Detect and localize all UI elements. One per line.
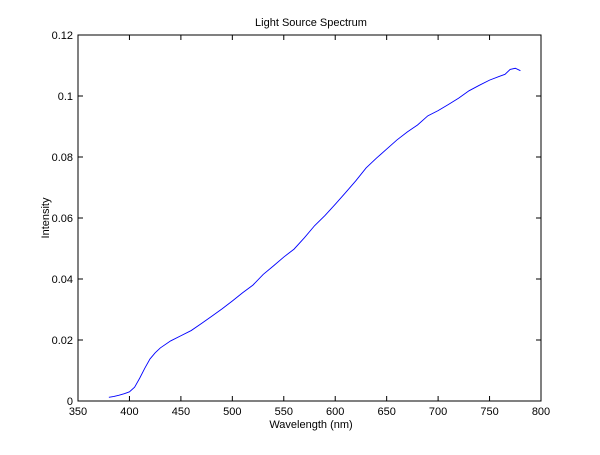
y-tick-label: 0.12 xyxy=(52,30,73,42)
x-tick-label: 800 xyxy=(532,406,550,418)
x-tick-label: 350 xyxy=(69,406,87,418)
x-tick-label: 650 xyxy=(377,406,395,418)
y-tick-label: 0.1 xyxy=(58,91,73,103)
x-tick-label: 400 xyxy=(120,406,138,418)
y-tick-label: 0 xyxy=(67,396,73,408)
x-axis-label: Wavelength (nm) xyxy=(269,419,352,431)
x-tick-label: 550 xyxy=(275,406,293,418)
y-tick-label: 0.04 xyxy=(52,274,73,286)
x-tick-label: 600 xyxy=(326,406,344,418)
plot-area xyxy=(77,34,542,402)
x-tick-label: 450 xyxy=(172,406,190,418)
x-tick-label: 700 xyxy=(429,406,447,418)
x-axis: 350 400 450 500 550 600 650 700 750 800 xyxy=(69,35,550,418)
y-axis: 0 0.02 0.04 0.06 0.08 0.1 0.12 xyxy=(52,30,541,408)
x-tick-label: 500 xyxy=(223,406,241,418)
y-tick-label: 0.06 xyxy=(52,213,73,225)
x-tick-label: 750 xyxy=(480,406,498,418)
y-tick-label: 0.02 xyxy=(52,335,73,347)
chart-title: Light Source Spectrum xyxy=(255,17,367,29)
y-axis-label: Intensity xyxy=(40,197,52,238)
spectrum-line xyxy=(108,67,521,398)
y-tick-label: 0.08 xyxy=(52,152,73,164)
